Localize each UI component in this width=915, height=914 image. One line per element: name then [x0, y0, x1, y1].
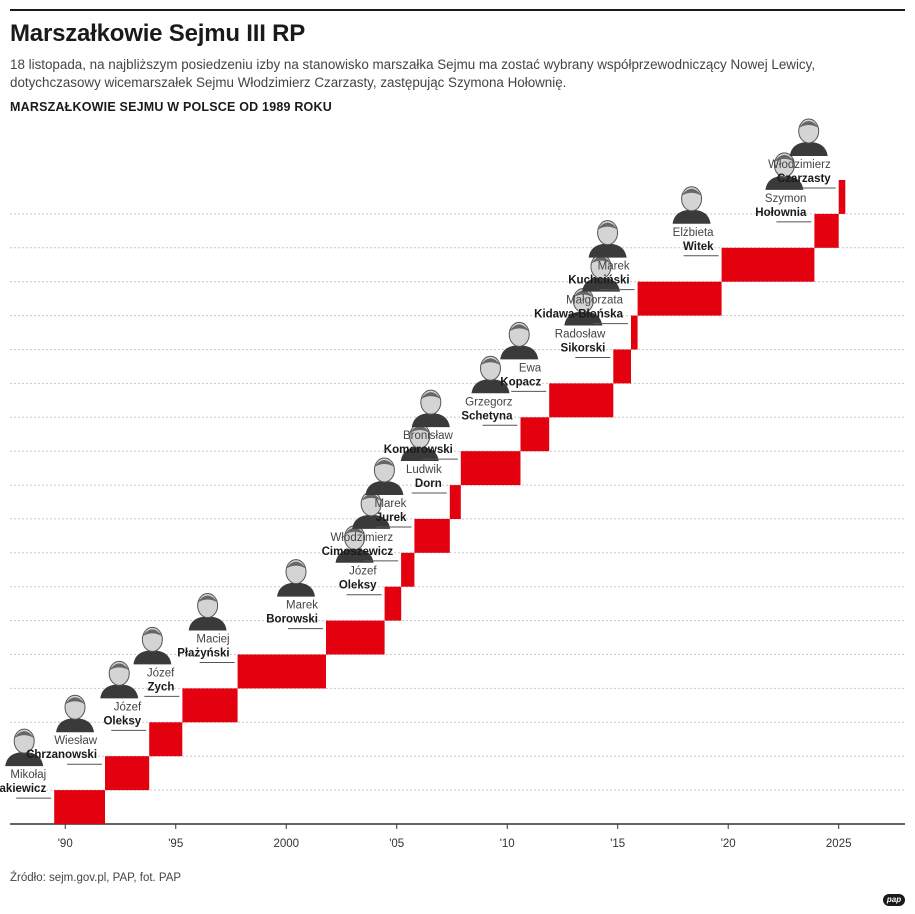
bar-2 — [105, 756, 150, 791]
speaker-first-name: Marek — [598, 261, 630, 273]
speaker-first-name: Radosław — [555, 328, 606, 340]
speaker-last-name: Kuchciński — [568, 275, 629, 287]
bar-13 — [549, 383, 614, 418]
speaker-first-name: Małgorzata — [566, 295, 623, 307]
portrait-icon — [672, 186, 711, 224]
speaker-first-name: Marek — [286, 600, 318, 612]
speaker-last-name: Schetyna — [461, 410, 513, 422]
x-tick-label: '20 — [721, 838, 736, 850]
speaker-first-name: Bronisław — [403, 430, 454, 442]
bar-5 — [237, 654, 326, 689]
lead-paragraph: 18 listopada, na najbliższym posiedzeniu… — [10, 57, 816, 90]
bar-6 — [326, 620, 385, 655]
bar-8 — [401, 552, 415, 587]
x-tick-label: '95 — [168, 838, 183, 850]
portrait-icon — [588, 220, 627, 258]
speaker-first-name: Grzegorz — [465, 396, 513, 408]
speaker-last-name: Dorn — [415, 478, 442, 490]
portrait-icon — [581, 254, 620, 292]
bar-10 — [449, 485, 461, 519]
x-tick-label: '90 — [58, 838, 73, 850]
speaker-first-name: Włodzimierz — [768, 159, 831, 171]
bar-7 — [384, 586, 402, 621]
speaker-last-name: Oleksy — [339, 580, 377, 592]
speaker-first-name: Ludwik — [406, 464, 442, 476]
portrait-icon — [277, 559, 316, 597]
top-rule — [10, 9, 905, 11]
speaker-last-name: Borowski — [266, 614, 318, 626]
bar-18 — [814, 213, 839, 248]
speaker-first-name: Józef — [114, 701, 142, 713]
bar-1 — [54, 790, 105, 824]
speaker-last-name: Kozakiewicz — [0, 783, 46, 795]
speaker-last-name: Czarzasty — [777, 173, 831, 185]
speaker-first-name: Elżbieta — [673, 227, 715, 239]
speaker-first-name: Marek — [374, 498, 406, 510]
portrait-icon — [100, 660, 139, 699]
speaker-last-name: Kopacz — [500, 376, 541, 388]
speaker-first-name: Szymon — [765, 193, 807, 205]
speaker-first-name: Wiesław — [54, 735, 98, 747]
speaker-first-name: Mikołaj — [10, 769, 46, 781]
portrait-icon — [471, 355, 510, 394]
speaker-first-name: Maciej — [196, 634, 229, 646]
speaker-last-name: Chrzanowski — [26, 749, 97, 761]
speaker-last-name: Komorowski — [384, 444, 453, 456]
x-tick-label: 2025 — [826, 838, 852, 850]
speaker-last-name: Sikorski — [561, 342, 606, 354]
bar-3 — [149, 722, 183, 757]
x-tick-label: '05 — [389, 838, 404, 850]
portrait-icon — [411, 389, 450, 428]
bar-14 — [613, 349, 631, 384]
page-title: Marszałkowie Sejmu III RP — [10, 20, 306, 47]
x-tick-label: 2000 — [273, 838, 299, 850]
speaker-last-name: Zych — [148, 681, 175, 693]
bar-17 — [721, 247, 815, 282]
bar-16 — [637, 281, 722, 316]
speaker-last-name: Oleksy — [103, 715, 141, 727]
bar-11 — [460, 451, 521, 486]
speaker-last-name: Płażyński — [177, 648, 229, 660]
speaker-first-name: Włodzimierz — [331, 532, 394, 544]
portrait-icon — [188, 593, 227, 631]
bar-9 — [414, 518, 450, 553]
speaker-last-name: Hołownia — [755, 207, 807, 219]
speaker-first-name: Józef — [147, 667, 175, 679]
portrait-icon — [564, 287, 603, 326]
source-note: Źródło: sejm.gov.pl, PAP, fot. PAP — [10, 872, 182, 884]
speaker-last-name: Kidawa-Błońska — [534, 309, 623, 321]
x-tick-label: '10 — [500, 838, 515, 850]
portrait-icon — [789, 118, 828, 156]
speaker-last-name: Jurek — [376, 512, 407, 524]
portrait-icon — [500, 321, 539, 360]
portrait-icon — [400, 423, 439, 462]
portrait-icon — [56, 694, 95, 733]
pap-logo: pap — [883, 894, 905, 906]
speaker-last-name: Cimoszewicz — [322, 546, 394, 558]
speaker-first-name: Józef — [349, 566, 377, 578]
portrait-icon — [765, 152, 804, 190]
chart-subtitle: MARSZAŁKOWIE SEJMU W POLSCE OD 1989 ROKU — [10, 100, 332, 114]
bar-15 — [631, 315, 638, 350]
x-tick-label: '15 — [610, 838, 625, 850]
speaker-last-name: Witek — [683, 241, 714, 253]
portrait-icon — [365, 457, 404, 495]
portrait-icon — [133, 626, 172, 665]
bar-19 — [838, 180, 846, 214]
bar-4 — [182, 688, 238, 723]
bar-12 — [520, 417, 550, 452]
portrait-icon — [5, 728, 44, 767]
speaker-first-name: Ewa — [519, 362, 542, 374]
portrait-icon — [352, 491, 391, 529]
portrait-icon — [335, 525, 374, 563]
